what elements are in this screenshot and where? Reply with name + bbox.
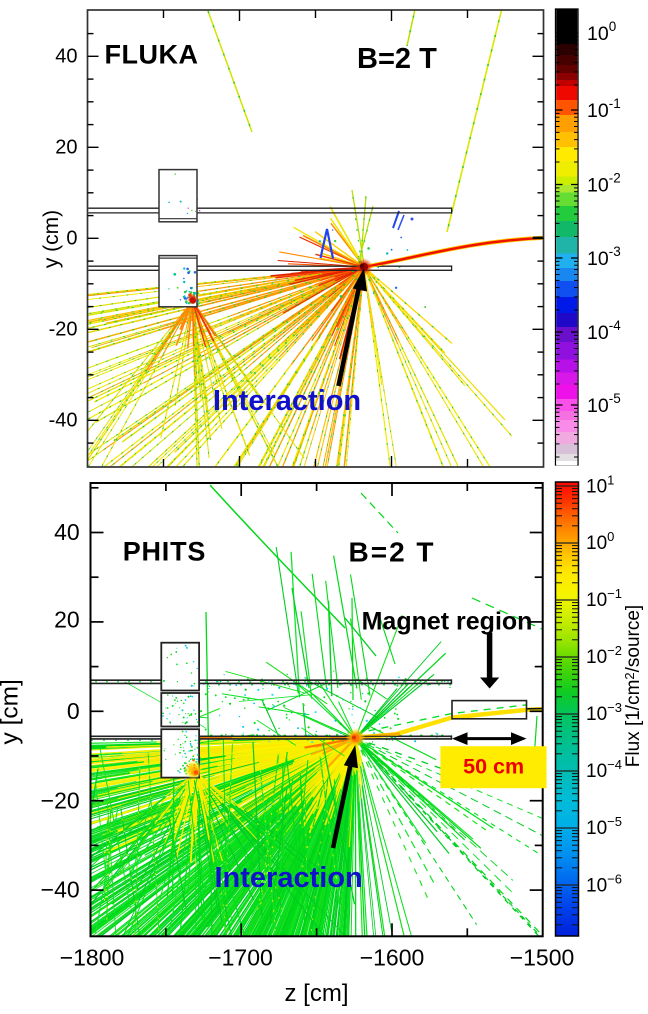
svg-text:50 cm: 50 cm [463,755,524,779]
svg-text:-20: -20 [49,319,78,341]
svg-text:−20: −20 [41,787,80,813]
svg-text:10-4: 10-4 [587,318,621,344]
svg-text:−1700: −1700 [208,945,273,971]
svg-text:PHITS: PHITS [123,537,207,567]
svg-text:0: 0 [66,228,77,250]
svg-text:FLUKA: FLUKA [105,40,199,70]
svg-text:40: 40 [55,45,77,67]
svg-text:Flux [1/cm2/source]: Flux [1/cm2/source] [622,605,644,767]
svg-text:Interaction: Interaction [213,385,361,417]
svg-text:Interaction: Interaction [215,862,363,894]
svg-text:40: 40 [54,519,80,545]
svg-text:B=2 T: B=2 T [349,537,436,568]
svg-text:−1500: −1500 [510,945,575,971]
svg-text:y [cm]: y [cm] [0,679,24,744]
svg-text:B=2 T: B=2 T [357,43,437,75]
svg-text:y (cm): y (cm) [40,210,63,268]
svg-text:0: 0 [67,698,80,724]
svg-text:Magnet region: Magnet region [362,608,533,636]
svg-text:z [cm]: z [cm] [285,980,349,1007]
svg-text:−1800: −1800 [60,945,125,971]
svg-text:−1600: −1600 [360,945,425,971]
svg-text:20: 20 [55,136,77,158]
svg-text:−40: −40 [41,876,80,902]
svg-text:-40: -40 [49,410,78,432]
svg-text:20: 20 [54,607,80,633]
